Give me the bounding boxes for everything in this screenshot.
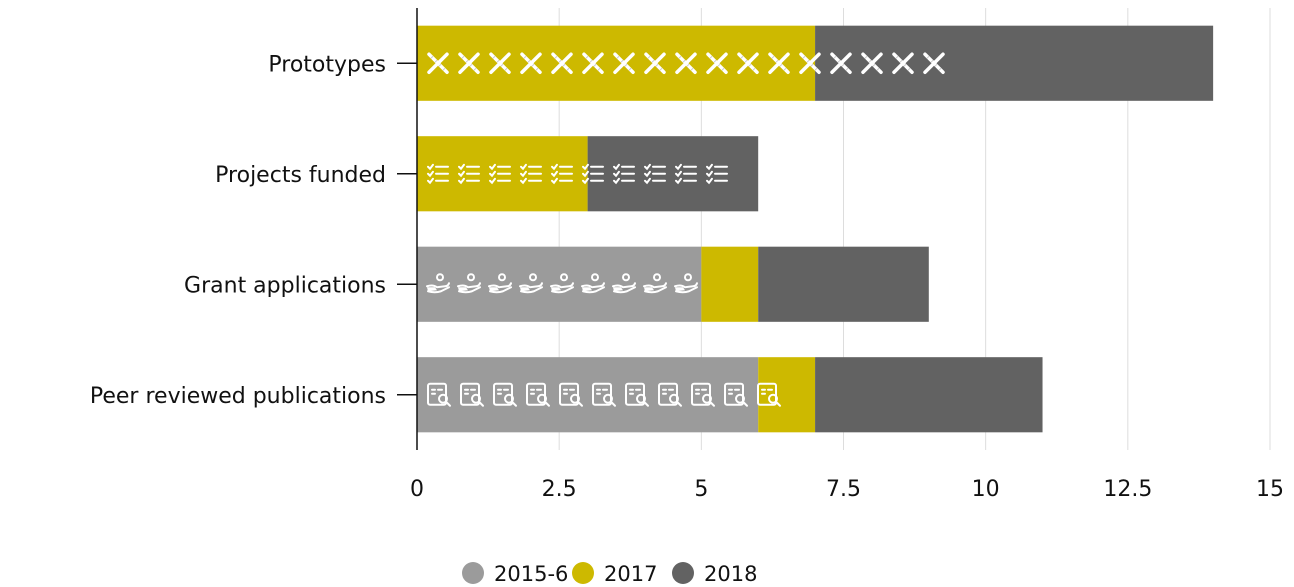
legend: 2015-6 2017 2018 <box>462 562 757 586</box>
legend-item-2017: 2017 <box>572 562 657 586</box>
bar-peer-reviewed-publications-2018 <box>815 357 1043 433</box>
checklist-icon <box>675 163 697 184</box>
bar-prototypes-2018 <box>815 25 1214 101</box>
legend-item-2015-6: 2015-6 <box>462 562 568 586</box>
checklist-icon <box>458 163 480 184</box>
bar-grant-applications-2018 <box>758 246 929 322</box>
y-tick-label: Peer reviewed publications <box>90 384 386 409</box>
bar-prototypes-2017 <box>417 25 816 101</box>
x-tick-label: 2.5 <box>542 477 577 502</box>
checklist-icon <box>706 163 728 184</box>
bar-grant-applications-2017 <box>701 246 759 322</box>
legend-label: 2018 <box>704 562 757 586</box>
x-tick-label: 7.5 <box>826 477 861 502</box>
checklist-icon <box>489 163 511 184</box>
bar-projects-funded-2018 <box>587 136 759 212</box>
legend-swatch <box>572 562 594 584</box>
bar-grant-applications-2015-6 <box>417 246 702 322</box>
bars <box>417 25 1214 433</box>
x-tick-label: 10 <box>972 477 1000 502</box>
y-tick-label: Prototypes <box>268 52 386 77</box>
checklist-icon <box>551 163 573 184</box>
checklist-icon <box>427 163 449 184</box>
axes: 0 2.5 5 7.5 10 12.5 15 Prototypes Projects funde… <box>90 8 1284 502</box>
legend-item-2018: 2018 <box>672 562 757 586</box>
checklist-icon <box>520 163 542 184</box>
y-tick-label: Projects funded <box>215 163 386 188</box>
bar-peer-reviewed-publications-2017 <box>758 357 816 433</box>
y-tick-label: Grant applications <box>184 273 386 298</box>
checklist-icon <box>613 163 635 184</box>
legend-label: 2015-6 <box>494 562 568 586</box>
checklist-icon <box>582 163 604 184</box>
x-tick-label: 0 <box>410 477 424 502</box>
x-tick-label: 5 <box>694 477 708 502</box>
x-tick-label: 15 <box>1256 477 1284 502</box>
icon-overlays <box>426 52 945 407</box>
checklist-icon <box>644 163 666 184</box>
legend-swatch <box>672 562 694 584</box>
legend-label: 2017 <box>604 562 657 586</box>
x-tick-label: 12.5 <box>1103 477 1152 502</box>
legend-swatch <box>462 562 484 584</box>
